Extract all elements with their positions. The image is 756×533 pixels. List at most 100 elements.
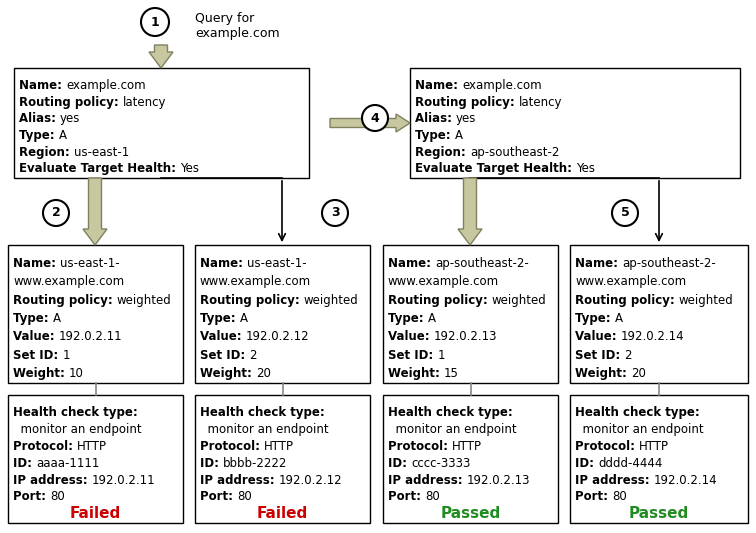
Bar: [8, 245, 183, 383]
Text: ID:: ID:: [13, 457, 36, 470]
Bar: [383, 395, 558, 523]
Text: Yes: Yes: [180, 163, 199, 175]
Bar: [570, 395, 748, 523]
Text: 192.0.2.14: 192.0.2.14: [621, 330, 684, 343]
Text: Alias:: Alias:: [19, 112, 60, 125]
Text: 20: 20: [256, 367, 271, 380]
Text: weighted: weighted: [304, 294, 358, 307]
Text: HTTP: HTTP: [452, 440, 482, 453]
Text: A: A: [59, 129, 67, 142]
Text: Set ID:: Set ID:: [200, 349, 249, 362]
Bar: [14, 68, 309, 178]
Text: 20: 20: [631, 367, 646, 380]
Bar: [410, 68, 740, 178]
Text: Routing policy:: Routing policy:: [200, 294, 304, 307]
Text: Passed: Passed: [441, 506, 500, 521]
Text: 192.0.2.11: 192.0.2.11: [59, 330, 122, 343]
Text: 1: 1: [150, 15, 160, 28]
Text: 192.0.2.13: 192.0.2.13: [466, 474, 530, 487]
Text: Protocol:: Protocol:: [388, 440, 452, 453]
Text: A: A: [428, 312, 435, 325]
Text: ap-southeast-2-: ap-southeast-2-: [622, 257, 716, 270]
Text: Failed: Failed: [257, 506, 308, 521]
Text: Type:: Type:: [388, 312, 428, 325]
Text: ID:: ID:: [575, 457, 598, 470]
Text: 1: 1: [63, 349, 70, 362]
Circle shape: [612, 200, 638, 226]
Text: us-east-1-: us-east-1-: [60, 257, 119, 270]
Text: Health check type:: Health check type:: [575, 406, 700, 419]
Circle shape: [322, 200, 348, 226]
Text: Region:: Region:: [415, 146, 470, 159]
Text: A: A: [53, 312, 60, 325]
Text: 2: 2: [624, 349, 632, 362]
Text: example.com: example.com: [66, 79, 146, 92]
Text: A: A: [240, 312, 248, 325]
Bar: [195, 245, 370, 383]
Text: 192.0.2.14: 192.0.2.14: [654, 474, 717, 487]
Text: Name:: Name:: [19, 79, 66, 92]
Text: Health check type:: Health check type:: [200, 406, 325, 419]
Text: aaaa-1111: aaaa-1111: [36, 457, 100, 470]
Text: Yes: Yes: [576, 163, 595, 175]
Text: monitor an endpoint: monitor an endpoint: [13, 423, 141, 436]
Text: Port:: Port:: [13, 490, 50, 504]
Bar: [195, 395, 370, 523]
Bar: [383, 245, 558, 383]
Text: A: A: [615, 312, 623, 325]
Text: IP address:: IP address:: [575, 474, 654, 487]
Text: Type:: Type:: [19, 129, 59, 142]
Text: IP address:: IP address:: [13, 474, 91, 487]
Text: latency: latency: [519, 95, 562, 109]
Polygon shape: [83, 178, 107, 245]
Text: 192.0.2.13: 192.0.2.13: [434, 330, 497, 343]
Text: Failed: Failed: [70, 506, 121, 521]
Text: Weight:: Weight:: [13, 367, 69, 380]
Text: Type:: Type:: [575, 312, 615, 325]
Text: 80: 80: [237, 490, 252, 504]
Text: 192.0.2.12: 192.0.2.12: [246, 330, 309, 343]
Text: Weight:: Weight:: [575, 367, 631, 380]
Text: Value:: Value:: [388, 330, 434, 343]
Circle shape: [43, 200, 69, 226]
Text: IP address:: IP address:: [200, 474, 279, 487]
Text: Name:: Name:: [415, 79, 462, 92]
Text: Value:: Value:: [13, 330, 59, 343]
Text: latency: latency: [123, 95, 166, 109]
Text: Name:: Name:: [200, 257, 247, 270]
Text: weighted: weighted: [117, 294, 172, 307]
Text: ap-southeast-2: ap-southeast-2: [470, 146, 559, 159]
Text: Set ID:: Set ID:: [388, 349, 438, 362]
Text: yes: yes: [456, 112, 476, 125]
Text: us-east-1-: us-east-1-: [247, 257, 307, 270]
Text: Name:: Name:: [388, 257, 435, 270]
Text: Health check type:: Health check type:: [388, 406, 513, 419]
Text: Type:: Type:: [415, 129, 455, 142]
Text: Value:: Value:: [575, 330, 621, 343]
Text: 80: 80: [612, 490, 627, 504]
Text: example.com: example.com: [462, 79, 542, 92]
Text: IP address:: IP address:: [388, 474, 466, 487]
Text: HTTP: HTTP: [639, 440, 669, 453]
Text: Weight:: Weight:: [388, 367, 444, 380]
Bar: [570, 245, 748, 383]
Text: 15: 15: [444, 367, 459, 380]
Text: Health check type:: Health check type:: [13, 406, 138, 419]
Text: Routing policy:: Routing policy:: [575, 294, 679, 307]
Text: 2: 2: [249, 349, 257, 362]
Text: www.example.com: www.example.com: [200, 276, 311, 288]
Text: Port:: Port:: [575, 490, 612, 504]
Polygon shape: [458, 178, 482, 245]
Text: Type:: Type:: [200, 312, 240, 325]
Text: 192.0.2.11: 192.0.2.11: [91, 474, 156, 487]
Text: 10: 10: [69, 367, 84, 380]
Text: Evaluate Target Health:: Evaluate Target Health:: [19, 163, 180, 175]
Text: Routing policy:: Routing policy:: [13, 294, 117, 307]
Text: Value:: Value:: [200, 330, 246, 343]
Circle shape: [141, 8, 169, 36]
Text: 80: 80: [50, 490, 65, 504]
Text: cccc-3333: cccc-3333: [411, 457, 470, 470]
Text: monitor an endpoint: monitor an endpoint: [575, 423, 704, 436]
Text: Name:: Name:: [13, 257, 60, 270]
Text: Evaluate Target Health:: Evaluate Target Health:: [415, 163, 576, 175]
